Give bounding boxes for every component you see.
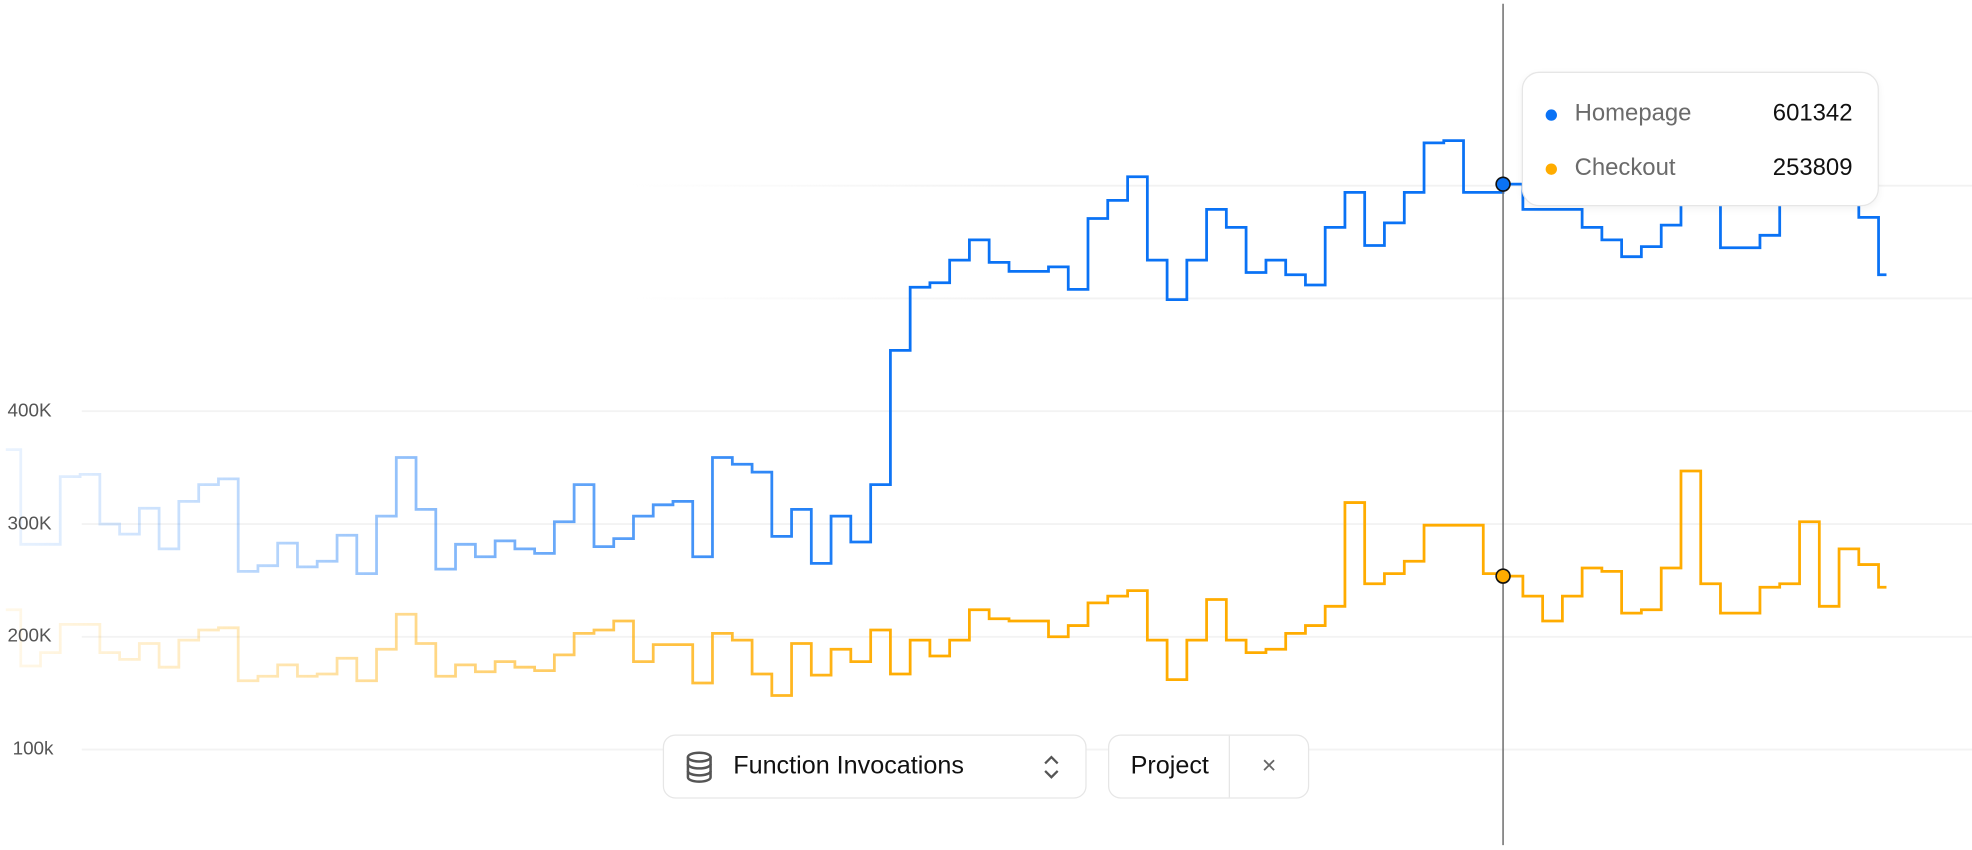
group-by-chip[interactable]: Project × — [1107, 734, 1310, 799]
cursor-dots — [1495, 176, 1511, 584]
chevron-up-down-icon — [1044, 754, 1059, 779]
series-dot-icon — [1545, 108, 1557, 121]
y-tick-label: 200K — [7, 625, 52, 647]
metric-select-label: Function Invocations — [733, 752, 964, 780]
y-tick-label: 300K — [7, 513, 52, 535]
cursor-point-homepage — [1495, 176, 1511, 192]
series-line-homepage — [5, 139, 1887, 575]
tooltip-row-homepage: Homepage 601342 — [1545, 98, 1853, 131]
series-line-checkout — [5, 469, 1887, 697]
tooltip-series-value: 253809 — [1772, 154, 1853, 182]
series-dot-icon — [1545, 162, 1557, 175]
close-icon[interactable]: × — [1261, 752, 1277, 780]
tooltip-series-name: Homepage — [1574, 100, 1692, 128]
y-tick-label: 400K — [7, 399, 52, 422]
series-lines — [5, 139, 1887, 697]
tooltip-row-checkout: Checkout 253809 — [1545, 152, 1853, 185]
y-tick-label: 100k — [12, 738, 54, 760]
tooltip-series-name: Checkout — [1574, 154, 1676, 182]
group-by-label[interactable]: Project — [1109, 735, 1231, 798]
chart-tooltip: Homepage 601342 Checkout 253809 — [1521, 71, 1879, 207]
tooltip-series-value: 601342 — [1772, 100, 1853, 128]
metric-select[interactable]: Function Invocations — [662, 734, 1087, 799]
cursor-point-checkout — [1495, 568, 1511, 584]
database-icon — [686, 750, 712, 783]
